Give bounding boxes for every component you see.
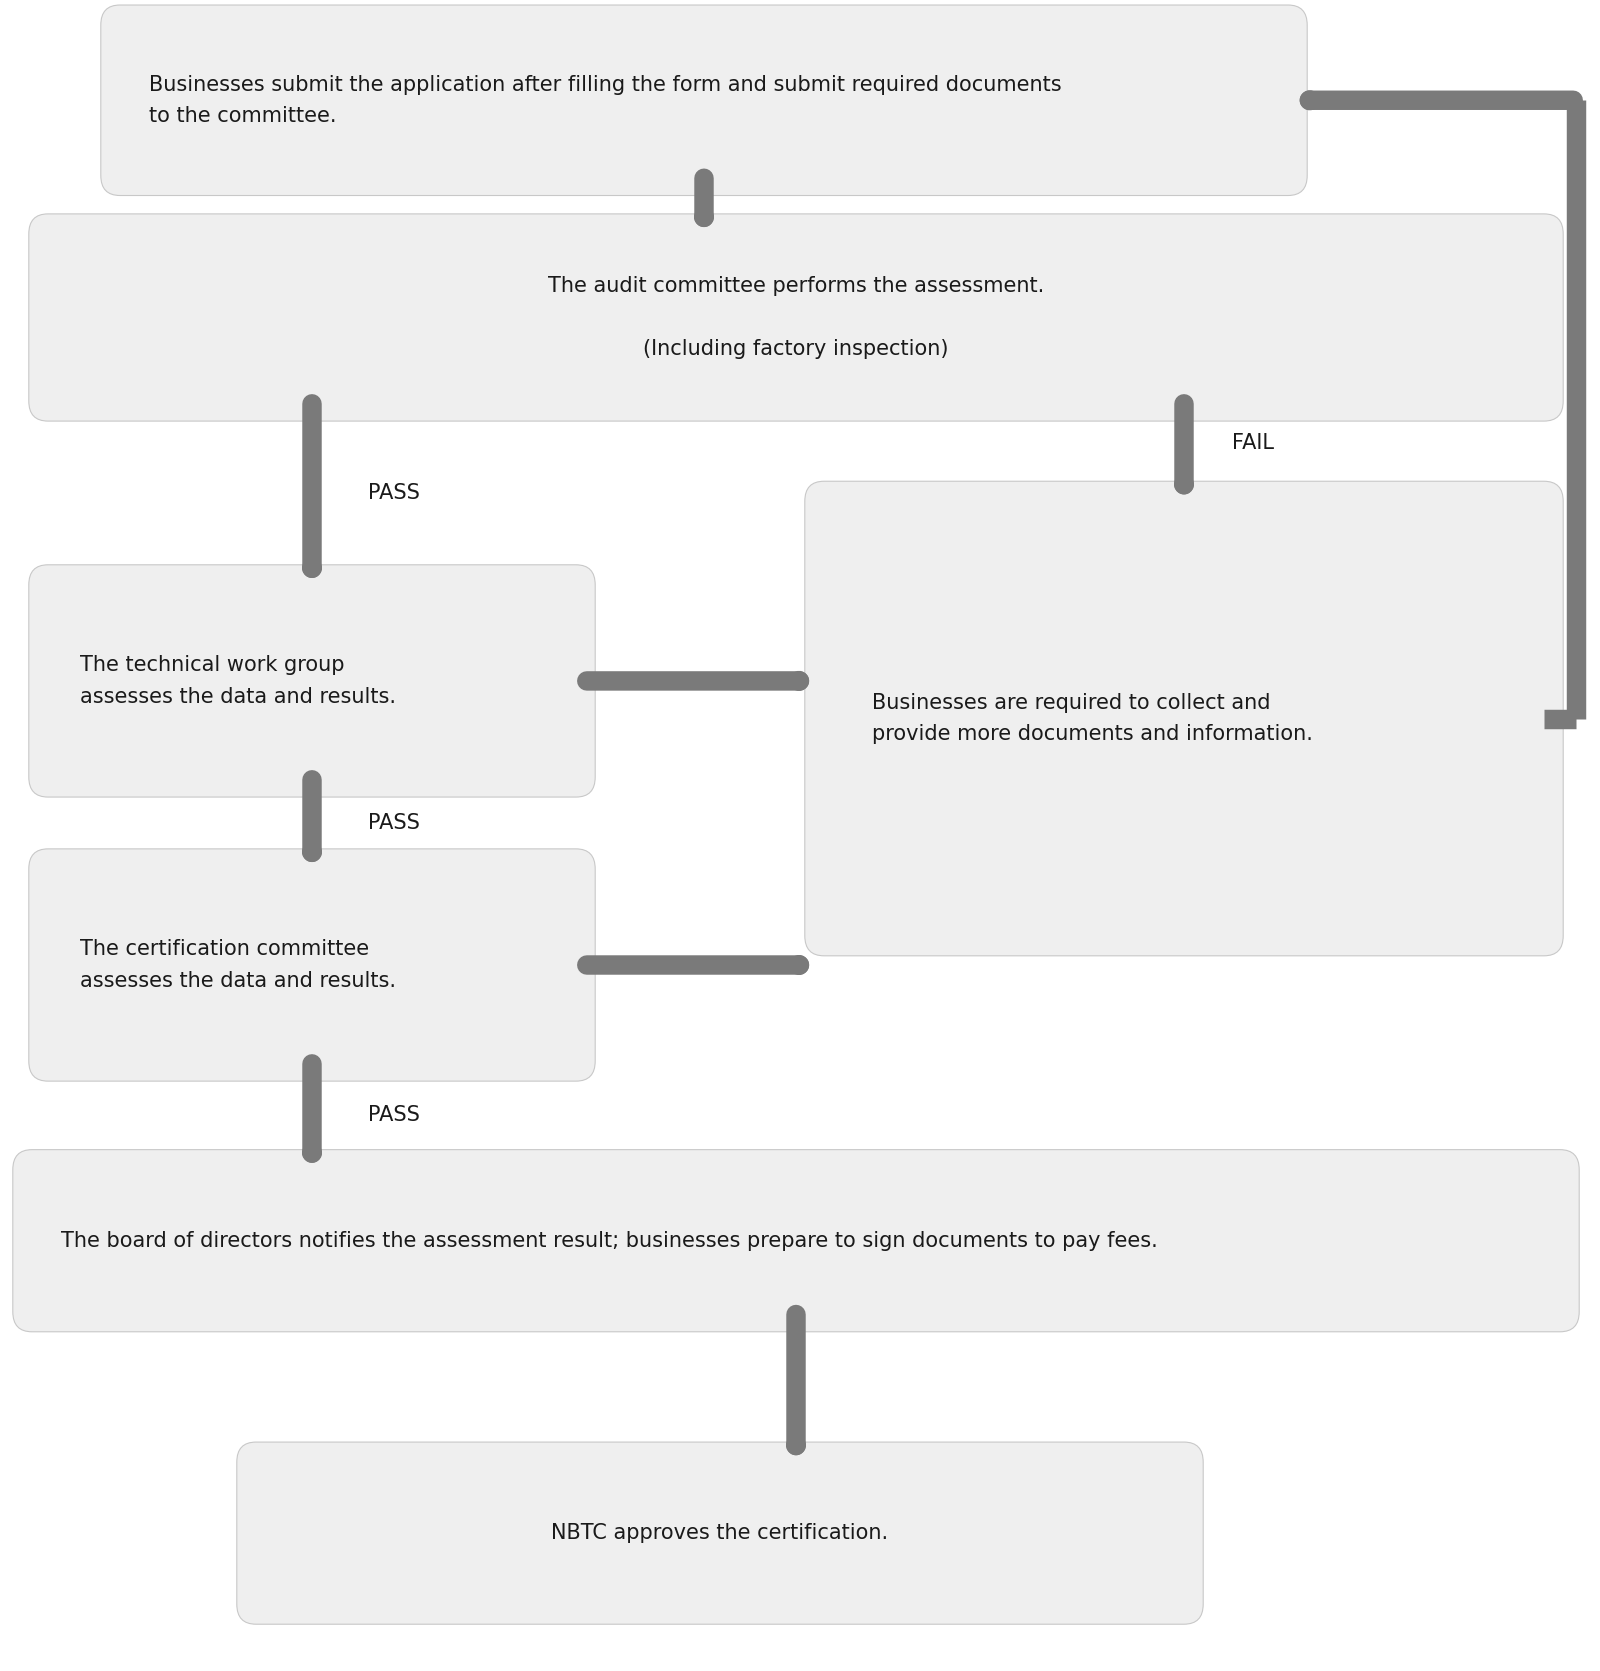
FancyBboxPatch shape <box>805 481 1563 956</box>
Text: The board of directors notifies the assessment result; businesses prepare to sig: The board of directors notifies the asse… <box>61 1232 1157 1250</box>
FancyBboxPatch shape <box>101 5 1307 196</box>
Text: NBTC approves the certification.: NBTC approves the certification. <box>552 1524 888 1542</box>
Text: Businesses are required to collect and
provide more documents and information.: Businesses are required to collect and p… <box>872 693 1314 744</box>
Text: PASS: PASS <box>368 1106 419 1125</box>
Text: The certification committee
assesses the data and results.: The certification committee assesses the… <box>80 939 397 991</box>
Text: PASS: PASS <box>368 483 419 503</box>
FancyBboxPatch shape <box>29 849 595 1081</box>
FancyBboxPatch shape <box>237 1442 1203 1624</box>
Text: PASS: PASS <box>368 814 419 832</box>
Text: FAIL: FAIL <box>1232 433 1274 453</box>
FancyBboxPatch shape <box>29 214 1563 421</box>
Text: Businesses submit the application after filling the form and submit required doc: Businesses submit the application after … <box>149 75 1061 125</box>
Text: The audit committee performs the assessment.

(Including factory inspection): The audit committee performs the assessm… <box>547 276 1045 359</box>
FancyBboxPatch shape <box>13 1150 1579 1332</box>
FancyBboxPatch shape <box>29 565 595 797</box>
Text: The technical work group
assesses the data and results.: The technical work group assesses the da… <box>80 655 397 707</box>
